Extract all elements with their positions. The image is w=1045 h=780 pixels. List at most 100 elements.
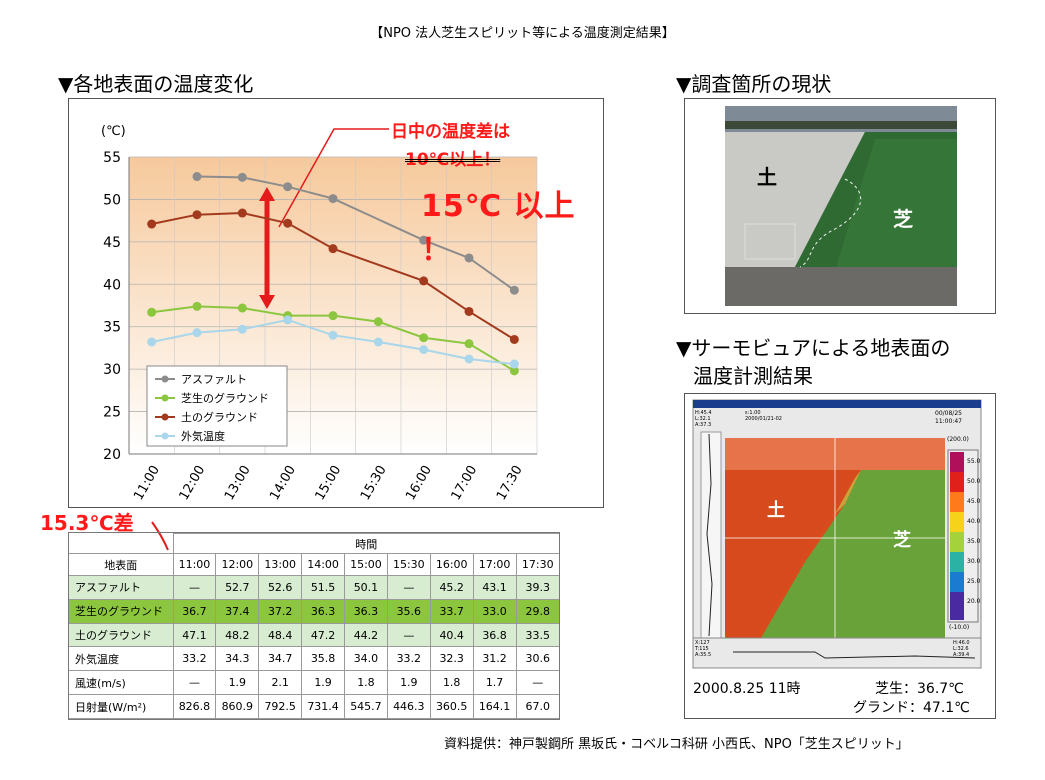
scale-bottom-label: (-10.0) [949,624,970,631]
thermo-heading-line2: 温度計測結果 [693,364,813,388]
data-point [464,354,474,364]
table-cell: 34.3 [215,646,259,672]
table-cell: 36.3 [344,598,388,624]
table-cell: 39.3 [515,575,559,600]
legend-swatch-marker [161,394,169,402]
row-label: 風速(m/s) [69,670,173,696]
site-photo-panel: 土 芝 [684,98,996,314]
time-col: 12:00 [215,553,259,576]
data-point [283,218,293,228]
legend-swatch-marker [161,432,169,440]
table-cell: — [172,670,216,696]
table-cell: 36.8 [472,622,516,648]
x-tick-label: 17:00 [449,463,481,503]
x-tick-label: 12:00 [177,463,209,503]
table-cell: 43.1 [472,575,516,600]
data-point [509,366,519,376]
table-row-solar: 日射量(W/m²) 826.8 860.9 792.5 731.4 545.7 … [69,694,559,719]
diff-note: 15.3℃差 [40,511,134,535]
row-label: 外気温度 [69,646,173,672]
time-col: 15:30 [386,553,431,576]
table-cell: 44.2 [344,622,388,648]
y-tick-label: 55 [103,150,121,166]
table-cell: 50.1 [344,575,388,600]
data-point [419,235,429,245]
data-point [328,311,338,321]
chart-panel: 20 25 30 35 40 45 50 55 11:00 12:00 13:00 14:00 15:… [68,98,604,508]
table-row-asphalt: アスファルト — 52.7 52.6 51.5 50.1 — 45.2 43.1… [69,575,559,600]
data-point [237,208,247,218]
data-point [328,330,338,340]
table-row-air: 外気温度 33.2 34.3 34.7 35.8 34.0 33.2 32.3 … [69,646,559,672]
table-cell: 47.2 [301,622,345,648]
table-cell: 31.2 [472,646,516,672]
time-col: 17:00 [472,553,516,576]
legend-label: アスファルト [181,373,247,386]
thermo-header-left: H:45.4 L:32.1 A:37.3 [695,410,712,428]
table-cell: 1.7 [472,670,516,696]
table-cell: — [386,622,431,648]
photo-heading: ▼調査箇所の現状 [676,72,832,96]
table-cell: 1.8 [344,670,388,696]
table-row-grass: 芝生のグラウンド 36.7 37.4 37.2 36.3 36.3 35.6 3… [69,598,559,624]
table-cell: 34.7 [258,646,302,672]
table-cell: 731.4 [301,694,345,719]
table-cell: 45.2 [429,575,474,600]
table-cell: 29.8 [515,598,559,624]
table-cell: 48.4 [258,622,302,648]
table-cell: 33.5 [515,622,559,648]
diff-arrow-head-down [259,295,275,309]
time-header: 時間 [172,533,559,554]
table-cell: 47.1 [172,622,216,648]
table-cell: 51.5 [301,575,345,600]
table-cell: 35.8 [301,646,345,672]
grass-label: 芝 [893,207,913,231]
annotation-pointer [278,128,389,228]
table-cell: 2.1 [258,670,302,696]
y-tick-label: 45 [103,235,121,251]
x-tick-label: 14:00 [267,463,299,503]
data-point [147,337,157,347]
legend-label: 芝生のグラウンド [181,391,269,405]
table-cell: 52.7 [215,575,259,600]
ground-reading: グランド：47.1℃ [853,700,970,716]
grass-reading: 芝生：36.7℃ [875,681,964,697]
y-tick-label: 40 [103,277,121,293]
time-col: 17:30 [515,553,559,576]
table-cell: 792.5 [258,694,302,719]
table-cell: 36.7 [172,598,216,624]
data-point [464,253,474,263]
legend-label: 土のグラウンド [181,410,258,424]
time-col: 11:00 [172,553,216,576]
x-tick-label: 11:00 [131,463,163,503]
legend-swatch-marker [161,413,169,421]
scale-top-label: (200.0) [947,436,969,443]
data-point [192,210,202,220]
site-photo [725,106,957,306]
table-cell: 33.2 [386,646,431,672]
table-cell: 545.7 [344,694,388,719]
data-table: 時間 地表面 11:00 12:00 13:00 14:00 15:00 15:… [68,532,560,720]
table-cell: 40.4 [429,622,474,648]
thermo-header-mid: ε:1.00 2000/01/21-02 [745,410,782,422]
y-unit-label: (℃) [101,124,126,139]
legend-swatch-marker [161,375,169,383]
table-cell: 1.9 [301,670,345,696]
data-point [328,194,338,204]
annotation-old-value: 10℃以上！ [405,150,501,170]
data-point [237,324,247,334]
table-cell: 860.9 [215,694,259,719]
time-col: 15:00 [344,553,388,576]
table-cell: 67.0 [515,694,559,719]
table-cell: 446.3 [386,694,431,719]
row-label: 日射量(W/m²) [69,694,173,719]
table-cell: 33.7 [429,598,474,624]
x-tick-label: 15:00 [313,463,345,503]
data-point [509,285,519,295]
row-label: アスファルト [69,575,173,600]
table-cell: 164.1 [472,694,516,719]
table-cell: 37.2 [258,598,302,624]
table-cell: 826.8 [172,694,216,719]
data-point [373,317,383,327]
table-cell: 1.9 [386,670,431,696]
